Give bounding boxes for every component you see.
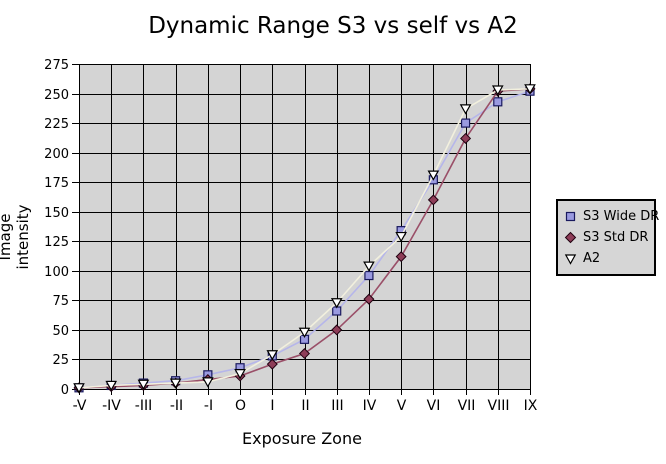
x-tick-label: IV	[363, 398, 377, 414]
marker-triangle-down	[169, 378, 182, 389]
legend-item-a2: A2	[564, 248, 648, 269]
y-tick-label: 100	[44, 265, 69, 280]
marker-diamond	[298, 348, 311, 360]
y-tick-label: 50	[52, 324, 69, 339]
marker-triangle-down	[202, 377, 214, 388]
legend-label: A2	[583, 251, 601, 266]
x-tick-label: O	[235, 398, 246, 414]
marker-triangle-down	[73, 383, 85, 394]
marker-triangle-down	[491, 85, 504, 96]
legend-label: S3 Std DR	[583, 230, 649, 245]
marker-triangle-down	[298, 327, 311, 338]
legend-item-s3-wide-dr: S3 Wide DR	[564, 206, 659, 227]
x-tick-label: -III	[135, 398, 152, 414]
diamond-icon	[564, 231, 577, 244]
square-icon	[565, 211, 576, 222]
x-tick-labels: -V -IV -III -II -I O I II III IV V VI VII VIII IX	[73, 398, 538, 414]
gridlines	[79, 64, 531, 390]
marker-square	[493, 97, 503, 107]
x-tick-label: VI	[427, 398, 441, 414]
triangle-down-icon	[564, 254, 577, 265]
marker-triangle-down	[427, 170, 440, 181]
y-tick-label: 125	[44, 235, 69, 250]
x-tick-label: -V	[73, 398, 87, 414]
marker-triangle-down	[137, 379, 150, 390]
marker-square	[460, 118, 471, 128]
marker-triangle-down	[266, 350, 279, 361]
x-tick-label: VII	[458, 398, 476, 414]
legend-item-s3-std-dr: S3 Std DR	[564, 227, 648, 248]
marker-diamond	[363, 293, 375, 305]
marker-diamond	[266, 358, 278, 370]
legend: S3 Wide DR S3 Std DR A2	[556, 199, 659, 276]
y-tick-label: 250	[44, 88, 69, 103]
y-tick-label: 25	[52, 353, 69, 368]
x-axis-title: Exposure Zone	[242, 429, 362, 448]
x-tick-label: I	[270, 398, 274, 414]
marker-triangle-down	[330, 298, 343, 309]
x-tick-label: V	[397, 398, 407, 414]
marker-diamond	[460, 132, 472, 144]
marker-triangle-down	[105, 380, 118, 392]
chart-title: Dynamic Range S3 vs self vs A2	[148, 13, 518, 39]
marker-triangle-down	[459, 104, 472, 115]
x-tick-label: II	[301, 398, 309, 414]
y-tick-label: 0	[61, 383, 69, 398]
marker-diamond	[427, 194, 439, 206]
y-tick-label: 150	[44, 206, 69, 221]
y-tick-label: 225	[44, 117, 69, 132]
marker-square	[364, 270, 374, 281]
x-tick-label: -I	[204, 398, 213, 414]
y-tick-labels: 0 25 50 75 100 125 150 175 200 225 250 275	[44, 58, 69, 398]
marker-diamond	[331, 324, 343, 336]
marker-triangle-down	[363, 261, 375, 272]
x-tick-label: VIII	[488, 398, 510, 414]
x-tick-label: -IV	[102, 398, 121, 414]
x-tick-label: IX	[524, 398, 538, 414]
marker-triangle-down	[395, 231, 407, 243]
series-a2	[73, 84, 536, 394]
marker-triangle-down	[524, 84, 536, 95]
x-tick-label: -II	[170, 398, 183, 414]
x-tick-label: III	[331, 398, 343, 414]
y-tick-label: 175	[44, 176, 69, 191]
marker-triangle-down	[234, 369, 246, 380]
marker-diamond	[395, 251, 407, 263]
legend-label: S3 Wide DR	[583, 209, 660, 224]
y-tick-label: 200	[44, 147, 69, 162]
y-tick-label: 75	[52, 294, 69, 309]
y-tick-label: 275	[44, 58, 69, 73]
